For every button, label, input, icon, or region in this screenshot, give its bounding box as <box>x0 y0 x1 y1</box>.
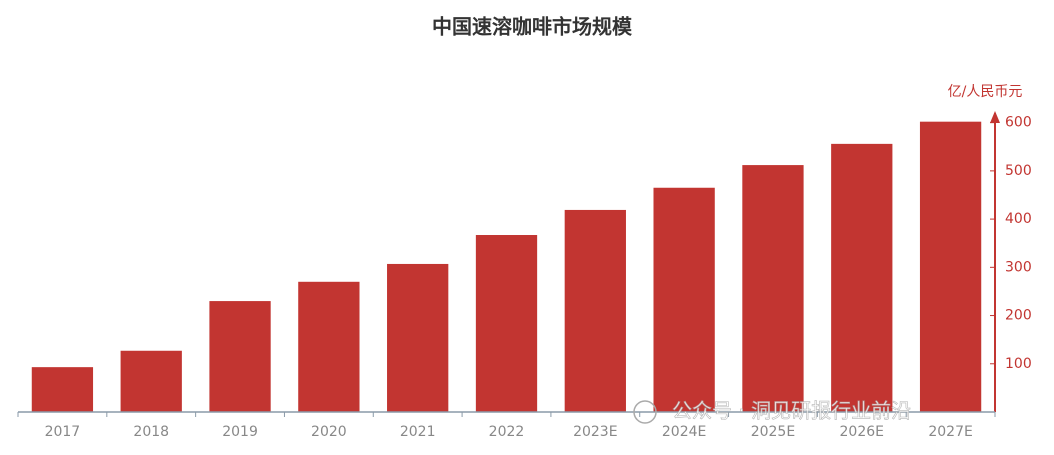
y-tick-label: 300 <box>1005 259 1032 275</box>
watermark-icon <box>633 400 657 424</box>
y-tick-label: 500 <box>1005 163 1032 179</box>
x-tick-label: 2024E <box>662 424 706 440</box>
bar <box>475 235 538 412</box>
x-tick-label: 2019 <box>222 424 258 440</box>
bar <box>742 165 804 412</box>
bar <box>653 187 715 412</box>
bar <box>298 281 360 412</box>
bar <box>831 143 893 413</box>
bar <box>564 209 626 412</box>
x-tick-label: 2023E <box>573 424 617 440</box>
bar <box>387 263 449 412</box>
x-tick-label: 2020 <box>311 424 347 440</box>
bar <box>31 367 94 412</box>
watermark: 公众号 · 洞见研报行业前沿 <box>672 399 911 423</box>
x-tick-label: 2027E <box>928 424 972 440</box>
x-tick-label: 2021 <box>400 424 436 440</box>
y-tick-label: 600 <box>1005 115 1032 131</box>
x-tick-label: 2025E <box>751 424 795 440</box>
y-tick-label: 100 <box>1005 356 1032 372</box>
chart-title: 中国速溶咖啡市场规模 <box>432 15 633 39</box>
y-tick-label: 400 <box>1005 211 1032 227</box>
x-tick-label: 2018 <box>133 424 169 440</box>
x-tick-label: 2017 <box>45 424 81 440</box>
x-tick-label: 2022 <box>489 424 525 440</box>
y-axis-label: 亿/人民币元 <box>948 84 1023 100</box>
bar <box>209 301 271 412</box>
y-axis-arrow <box>990 111 1000 123</box>
x-tick-label: 2026E <box>840 424 884 440</box>
bar <box>120 350 182 412</box>
bar <box>919 121 982 412</box>
y-tick-label: 200 <box>1005 308 1032 324</box>
